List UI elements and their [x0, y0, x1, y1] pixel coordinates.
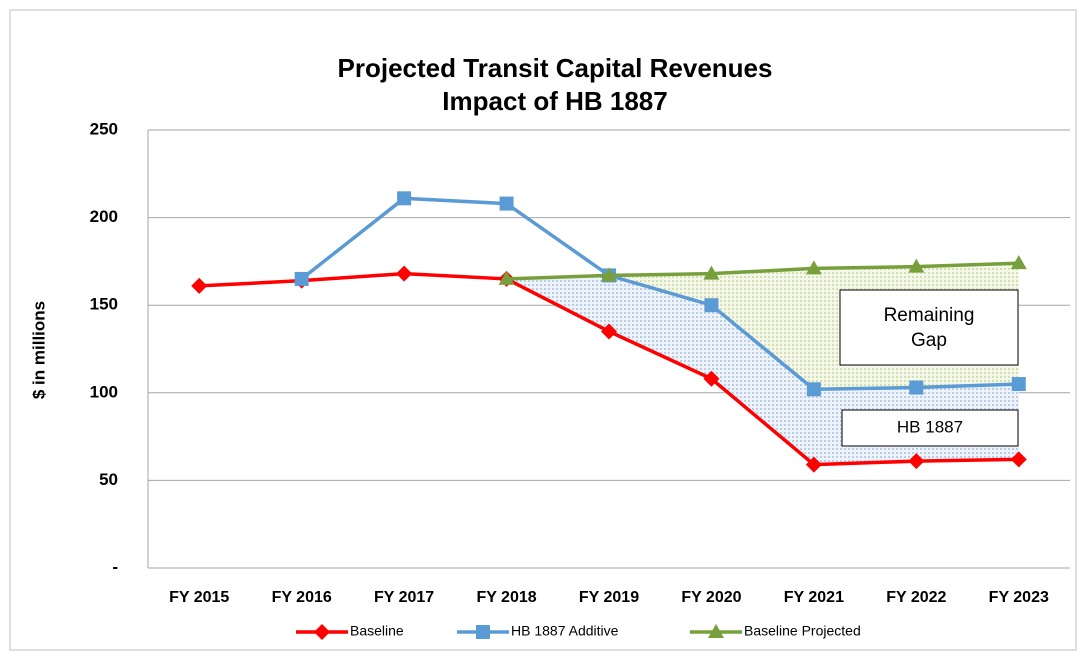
- x-tick-label: FY 2015: [169, 589, 229, 606]
- x-tick-label: FY 2018: [476, 589, 536, 606]
- marker: [703, 370, 720, 387]
- marker: [191, 277, 208, 294]
- marker: [805, 456, 822, 473]
- y-tick-label: 200: [90, 207, 118, 226]
- annotation-box: [839, 289, 1019, 366]
- y-axis-label: $ in millions: [29, 301, 48, 399]
- legend-label: Baseline Projected: [744, 623, 861, 639]
- x-tick-label: FY 2020: [681, 589, 741, 606]
- annotation-box: [841, 409, 1019, 447]
- x-tick-label: FY 2023: [989, 589, 1049, 606]
- marker: [1010, 255, 1027, 270]
- x-tick-label: FY 2022: [886, 589, 946, 606]
- x-tick-label: FY 2019: [579, 589, 639, 606]
- chart-subtitle: Impact of HB 1887: [442, 86, 667, 116]
- marker: [498, 270, 515, 285]
- legend-label: Baseline: [350, 623, 404, 639]
- x-tick-label: FY 2016: [272, 589, 332, 606]
- marker: [908, 258, 925, 273]
- marker: [396, 265, 413, 282]
- marker: [397, 191, 412, 206]
- marker: [314, 624, 330, 640]
- marker: [499, 196, 514, 211]
- y-tick-label: 100: [90, 382, 118, 401]
- legend-label: HB 1887 Additive: [511, 623, 619, 639]
- marker: [601, 267, 617, 282]
- marker: [704, 298, 719, 313]
- annotation: Gap: [911, 330, 947, 351]
- marker: [908, 453, 925, 470]
- chart-title: Projected Transit Capital Revenues: [338, 53, 773, 83]
- marker: [294, 271, 309, 286]
- marker: [806, 382, 821, 397]
- annotation: Remaining: [884, 305, 975, 326]
- series-line: [300, 196, 1019, 392]
- y-tick-label: 50: [99, 470, 118, 489]
- x-tick-label: FY 2017: [374, 589, 434, 606]
- annotation: HB 1887: [897, 417, 963, 436]
- y-tick-label: 150: [90, 295, 118, 314]
- series-line: [506, 261, 1019, 281]
- y-tick-label: 250: [90, 119, 118, 138]
- y-tick-label: -: [112, 557, 118, 576]
- x-tick-label: FY 2021: [784, 589, 844, 606]
- marker: [601, 323, 617, 340]
- marker: [805, 260, 822, 275]
- marker: [909, 380, 924, 395]
- marker: [1010, 451, 1027, 468]
- marker: [1011, 377, 1026, 392]
- marker: [708, 624, 724, 638]
- marker: [476, 625, 490, 639]
- marker: [703, 265, 720, 280]
